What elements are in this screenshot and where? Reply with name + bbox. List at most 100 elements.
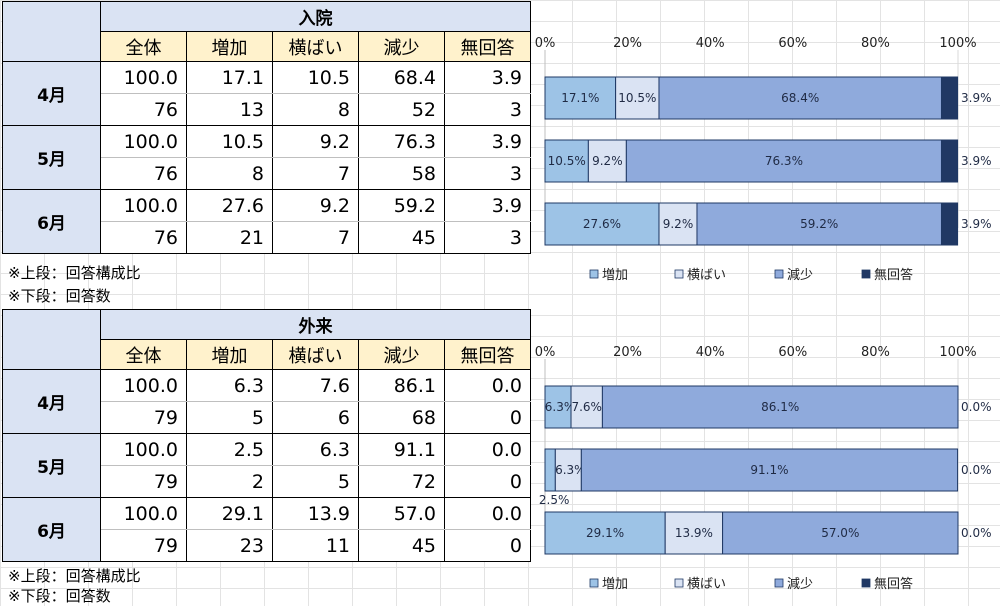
- legend-label: 減少: [787, 267, 813, 283]
- table-row: 5月 100.0 10.5 9.2 76.3 3.9: [2, 125, 531, 190]
- count-cell: 0: [444, 401, 531, 434]
- bar-segment: [601, 385, 959, 429]
- legend-label: 増加: [602, 268, 628, 283]
- ratio-cell: 10.5: [186, 125, 273, 158]
- count-cell: 6: [272, 401, 359, 434]
- count-cell: 7: [272, 221, 359, 254]
- data-label: 6.3%: [555, 463, 586, 477]
- bar-segment: [544, 511, 666, 555]
- data-label: 76.3%: [765, 154, 803, 168]
- count-cell: 23: [186, 529, 273, 562]
- bar-segment: [940, 202, 959, 246]
- data-label: 29.1%: [586, 526, 624, 540]
- legend-swatch: [774, 269, 784, 279]
- ratio-cell: 100.0: [100, 189, 187, 222]
- count-cell: 58: [358, 157, 445, 190]
- table-row: 79 2 5 72 0: [3, 465, 531, 498]
- count-cell: 76: [100, 221, 187, 254]
- outpatient-stacked-bar-chart: 0% 20% 40% 60% 80% 100%6.3%7.6% 86.1% 0.0%2.5%6…: [535, 345, 992, 592]
- column-header: 減少: [358, 31, 445, 62]
- table-row: 76 8 7 58 3: [3, 157, 531, 190]
- ratio-cell: 91.1: [358, 433, 445, 466]
- legend-label: 減少: [787, 576, 813, 592]
- ratio-cell: 3.9: [444, 125, 531, 158]
- bar-segment: [580, 448, 959, 492]
- x-tick-label: 20%: [613, 345, 642, 360]
- data-label: 17.1%: [561, 91, 599, 105]
- data-label: 68.4%: [781, 91, 819, 105]
- legend-swatch: [589, 578, 599, 588]
- data-label: 3.9%: [961, 217, 992, 231]
- count-cell: 79: [100, 465, 187, 498]
- legend-swatch: [589, 269, 599, 279]
- count-cell: 79: [100, 529, 187, 562]
- ratio-cell: 86.1: [358, 369, 445, 402]
- count-cell: 79: [100, 401, 187, 434]
- table-note: ※上段：回答構成比: [8, 567, 141, 585]
- column-header: 全体: [100, 31, 187, 62]
- table-row: 6月 100.0 27.6 9.2 59.2 3.9: [2, 189, 531, 254]
- count-cell: 52: [358, 93, 445, 126]
- ratio-cell: 6.3: [272, 433, 359, 466]
- column-header: 無回答: [444, 31, 531, 62]
- bar-segment: [658, 76, 942, 120]
- month-label: 5月: [2, 125, 101, 190]
- ratio-cell: 9.2: [272, 189, 359, 222]
- ratio-cell: 10.5: [272, 61, 359, 94]
- data-label: 3.9%: [961, 91, 992, 105]
- legend-swatch: [774, 578, 784, 588]
- legend-label: 無回答: [874, 576, 913, 592]
- legend-label: 増加: [602, 577, 628, 592]
- column-header: 全体: [100, 339, 187, 370]
- ratio-cell: 6.3: [186, 369, 273, 402]
- bar-segment: [722, 511, 959, 555]
- bar-segment: [940, 139, 959, 183]
- x-tick-label: 40%: [696, 36, 725, 51]
- month-label: 4月: [2, 369, 101, 434]
- table-row: 4月 100.0 6.3 7.6 86.1 0.0: [2, 369, 531, 434]
- count-cell: 3: [444, 221, 531, 254]
- month-label: 6月: [2, 497, 101, 562]
- ratio-cell: 3.9: [444, 189, 531, 222]
- data-label: 3.9%: [961, 154, 992, 168]
- data-label: 9.2%: [663, 217, 694, 231]
- ratio-cell: 100.0: [100, 433, 187, 466]
- ratio-cell: 29.1: [186, 497, 273, 530]
- data-label: 86.1%: [761, 400, 799, 414]
- x-tick-label: 100%: [939, 36, 976, 51]
- bar-segment: [940, 76, 959, 120]
- legend-label: 無回答: [874, 267, 913, 283]
- data-label: 91.1%: [750, 463, 788, 477]
- table-note: ※下段：回答数: [8, 587, 111, 605]
- data-label: 59.2%: [800, 217, 838, 231]
- ratio-cell: 100.0: [100, 497, 187, 530]
- count-cell: 68: [358, 401, 445, 434]
- count-cell: 76: [100, 93, 187, 126]
- x-tick-label: 60%: [778, 36, 807, 51]
- data-label: 9.2%: [592, 154, 623, 168]
- bar-segment: [554, 448, 582, 492]
- table-row: 79 23 11 45 0: [3, 529, 531, 562]
- ratio-cell: 100.0: [100, 61, 187, 94]
- column-header: 横ばい: [272, 339, 359, 370]
- outpatient-table: 外来 全体 増加 横ばい 減少 無回答 4月 100.0 6.3 7.6 86.1 0.0…: [2, 309, 531, 562]
- table-row: 6月 100.0 29.1 13.9 57.0 0.0: [2, 497, 531, 562]
- legend-swatch: [674, 578, 684, 588]
- x-tick-label: 80%: [861, 345, 890, 360]
- count-cell: 76: [100, 157, 187, 190]
- x-tick-label: 20%: [613, 36, 642, 51]
- bar-segment: [696, 202, 942, 246]
- table-corner: [2, 309, 101, 370]
- x-tick-label: 60%: [778, 345, 807, 360]
- ratio-cell: 0.0: [444, 433, 531, 466]
- column-header: 増加: [186, 31, 273, 62]
- bar-segment: [544, 385, 572, 429]
- bar-segment: [658, 202, 698, 246]
- count-cell: 72: [358, 465, 445, 498]
- column-header: 減少: [358, 339, 445, 370]
- count-cell: 0: [444, 529, 531, 562]
- table-note: ※下段：回答数: [8, 287, 111, 305]
- legend-label: 横ばい: [687, 577, 726, 592]
- ratio-cell: 13.9: [272, 497, 359, 530]
- month-label: 5月: [2, 433, 101, 498]
